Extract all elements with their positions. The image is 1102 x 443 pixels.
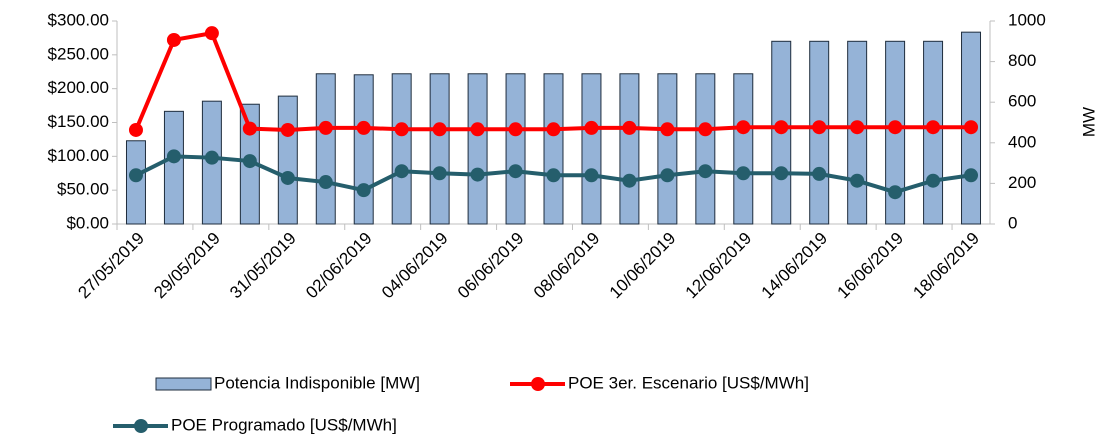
x-tick-label: 27/05/2019 [74,229,148,303]
y-tick-label: $200.00 [48,78,109,97]
x-tick-label: 04/06/2019 [378,229,452,303]
point [128,122,143,137]
point [964,120,979,135]
point [318,120,333,135]
x-tick-label: 18/06/2019 [909,229,983,303]
point [432,166,447,181]
point [394,164,409,179]
x-tick-label: 02/06/2019 [302,229,376,303]
bar [353,74,374,225]
point [166,32,181,47]
bar [733,73,754,225]
point [660,168,675,183]
bar [581,73,602,225]
point [736,166,751,181]
point [280,122,295,137]
y-tick-label: $0.00 [66,213,109,232]
point [698,122,713,137]
point [508,122,523,137]
point [926,120,941,135]
bar [695,73,716,225]
bar [543,73,564,225]
bar [163,110,184,225]
point [584,168,599,183]
point [128,168,143,183]
point [166,149,181,164]
point [356,120,371,135]
point [470,167,485,182]
x-tick-label: 06/06/2019 [454,229,528,303]
x-tick-label: 16/06/2019 [834,229,908,303]
point [888,120,903,135]
point [812,166,827,181]
bar [467,73,488,225]
point [812,120,827,135]
x-tick-label: 14/06/2019 [758,229,832,303]
point [204,150,219,165]
point [318,175,333,190]
point [926,173,941,188]
bar [429,73,450,225]
point [622,120,637,135]
point [242,121,257,136]
point [660,122,675,137]
bar [657,73,678,225]
y-tick-label: $300.00 [48,10,109,29]
x-tick-label: 29/05/2019 [150,229,224,303]
y-tick-label: $150.00 [48,112,109,131]
point [546,168,561,183]
y-tick-label: $50.00 [57,180,109,199]
y2-tick-label: 800 [1008,51,1036,70]
y2-tick-label: 600 [1008,92,1036,111]
y2-tick-label: 200 [1008,173,1036,192]
bar [125,140,146,225]
x-tick-label: 10/06/2019 [606,229,680,303]
x-tick-label: 08/06/2019 [530,229,604,303]
legend-swatch [134,419,148,433]
point [774,120,789,135]
y2-tick-label: 0 [1008,213,1017,232]
point [470,122,485,137]
legend-label: Potencia Indisponible [MW] [214,373,420,392]
bar [277,95,298,225]
point [432,122,447,137]
point [964,168,979,183]
point [356,183,371,198]
point [546,122,561,137]
point [394,122,409,137]
bar [619,73,640,225]
point [242,154,257,169]
point [774,166,789,181]
point [698,164,713,179]
legend-swatch [531,377,545,391]
y2-tick-label: 1000 [1008,10,1046,29]
point [622,173,637,188]
bar [505,73,526,225]
point [736,120,751,135]
point [508,164,523,179]
y2-tick-label: 400 [1008,132,1036,151]
x-tick-label: 12/06/2019 [682,229,756,303]
bar [391,73,412,225]
y-tick-label: $100.00 [48,146,109,165]
point [584,120,599,135]
bar [315,73,336,225]
point [850,120,865,135]
y-tick-label: $250.00 [48,44,109,63]
x-tick-label: 31/05/2019 [226,229,300,303]
legend-label: POE Programado [US$/MWh] [171,415,397,434]
point [204,26,219,41]
point [280,170,295,185]
point [850,173,865,188]
y2-axis-label: MW [1079,107,1098,137]
legend-label: POE 3er. Escenario [US$/MWh] [568,373,809,392]
legend-swatch [155,377,212,391]
point [888,185,903,200]
